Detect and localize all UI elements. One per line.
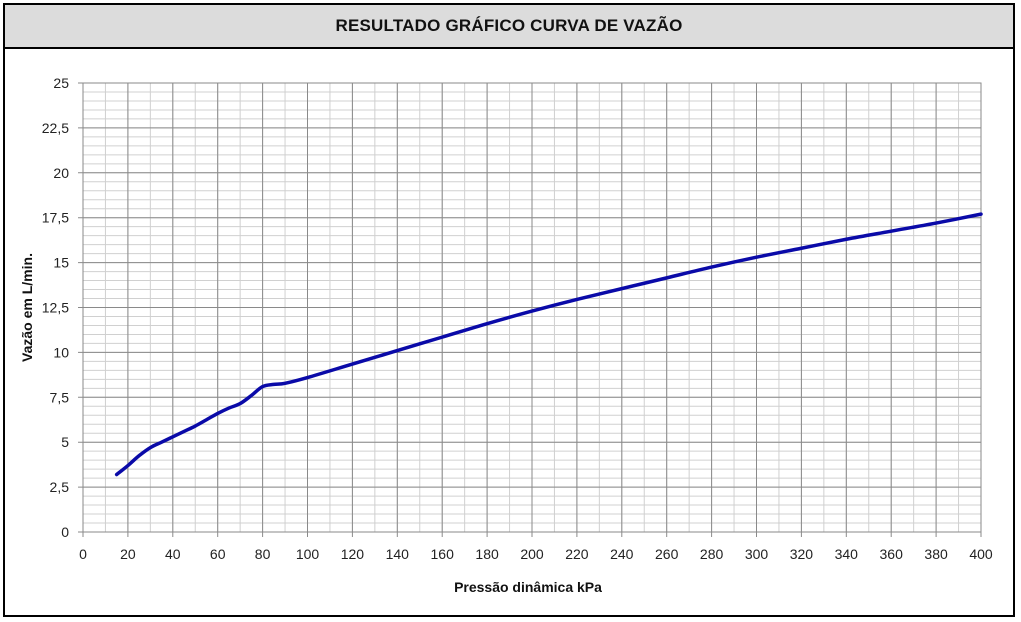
- x-tick-label: 240: [610, 546, 634, 562]
- y-tick-label: 17,5: [42, 210, 69, 226]
- y-tick-label: 5: [61, 434, 69, 450]
- x-tick-label: 400: [969, 546, 993, 562]
- y-axis-title: Vazão em L/min.: [19, 253, 35, 362]
- y-tick-label: 22,5: [42, 120, 69, 136]
- x-tick-label: 80: [255, 546, 271, 562]
- y-tick-label: 2,5: [50, 479, 70, 495]
- series-layer: [114, 212, 983, 477]
- x-tick-label: 40: [165, 546, 181, 562]
- x-tick-label: 180: [475, 546, 499, 562]
- x-tick-label: 140: [386, 546, 410, 562]
- x-axis-title: Pressão dinâmica kPa: [454, 579, 602, 595]
- y-tick-label: 20: [53, 165, 69, 181]
- y-tick-label: 25: [53, 75, 69, 91]
- x-tick-label: 220: [565, 546, 589, 562]
- x-tick-label: 340: [835, 546, 859, 562]
- x-tick-label: 160: [431, 546, 455, 562]
- y-tick-labels: 0 2,5 5 7,5 10 12,5 15 17,5 20 22,5 25: [42, 75, 69, 540]
- x-tick-label: 380: [924, 546, 948, 562]
- y-tick-label: 10: [53, 344, 69, 360]
- series-line-0: [114, 212, 983, 477]
- y-tick-label: 0: [61, 524, 69, 540]
- x-tick-label: 360: [880, 546, 904, 562]
- x-tick-label: 200: [520, 546, 544, 562]
- x-tick-label: 260: [655, 546, 679, 562]
- x-tick-labels: 0 20 40 60 80 100 120 140 160 180 200 220 240 260 280 3…: [79, 546, 993, 562]
- chart-title: RESULTADO GRÁFICO CURVA DE VAZÃO: [335, 16, 683, 35]
- major-grid: [78, 82, 982, 537]
- y-tick-label: 15: [53, 255, 69, 271]
- y-tick-label: 7,5: [50, 389, 70, 405]
- x-tick-label: 20: [120, 546, 136, 562]
- x-tick-label: 60: [210, 546, 226, 562]
- x-tick-label: 320: [790, 546, 814, 562]
- plot-area-border: [82, 82, 982, 533]
- chart-header: RESULTADO GRÁFICO CURVA DE VAZÃO: [5, 5, 1013, 49]
- x-tick-label: 280: [700, 546, 724, 562]
- x-tick-label: 100: [296, 546, 320, 562]
- x-tick-label: 300: [745, 546, 769, 562]
- y-tick-label: 12,5: [42, 300, 69, 316]
- x-tick-label: 120: [341, 546, 365, 562]
- x-tick-label: 0: [79, 546, 87, 562]
